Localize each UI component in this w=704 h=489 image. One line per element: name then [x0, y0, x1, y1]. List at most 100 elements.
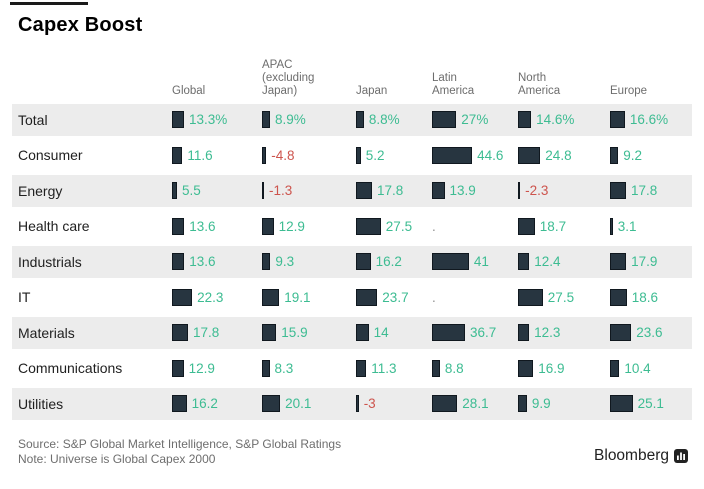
table-row: Total 13.3% 8.9% 8.8% 27% 14.6% 16.6% — [12, 102, 692, 138]
value-text: 14.6% — [536, 112, 575, 128]
value-cell: 9.2 — [610, 138, 642, 174]
value-bar — [262, 253, 271, 271]
value-text: -3 — [363, 396, 376, 412]
value-cell: 16.6% — [610, 102, 668, 138]
value-text: 13.3% — [189, 112, 228, 128]
value-cell: 16.9 — [518, 351, 564, 387]
value-text: . — [432, 289, 436, 305]
value-bar — [356, 111, 364, 129]
value-bar — [356, 217, 381, 235]
value-text: 19.1 — [284, 289, 311, 305]
value-bar — [262, 146, 267, 164]
value-cell: 5.2 — [356, 138, 384, 174]
value-text: 9.3 — [275, 254, 295, 270]
row-label: IT — [18, 289, 31, 306]
column-header: Europe — [610, 85, 648, 97]
value-bar — [432, 146, 473, 164]
value-cell: 27.5 — [356, 209, 412, 245]
value-text: 13.6 — [189, 254, 216, 270]
value-cell: 24.8 — [518, 138, 572, 174]
table-row: Communications 12.9 8.3 11.3 8.8 16.9 10.4 — [12, 351, 692, 387]
value-text: 16.6% — [629, 112, 669, 128]
value-cell: 9.9 — [518, 386, 551, 422]
value-bar — [518, 217, 535, 235]
value-bar — [432, 324, 465, 342]
value-cell: 16.2 — [356, 244, 402, 280]
chart-table: Total 13.3% 8.9% 8.8% 27% 14.6% 16.6% Consumer 1… — [12, 102, 692, 422]
value-cell: 27.5 — [518, 280, 574, 316]
value-text: 18.7 — [539, 218, 567, 234]
value-text: 28.1 — [462, 396, 489, 412]
bloomberg-logo: Bloomberg — [594, 447, 688, 465]
value-bar — [610, 146, 619, 164]
value-cell: 17.8 — [356, 173, 403, 209]
value-bar — [172, 182, 177, 200]
value-bar — [262, 395, 281, 413]
value-text: 12.3 — [534, 325, 561, 341]
value-bar — [356, 359, 367, 377]
value-text: 20.1 — [285, 396, 312, 412]
value-cell: 19.1 — [262, 280, 310, 316]
value-text: 18.6 — [631, 289, 658, 305]
table-row: Consumer 11.6 -4.8 5.2 44.6 24.8 9.2 — [12, 138, 692, 174]
row-label: Industrials — [18, 253, 82, 270]
value-bar — [518, 253, 530, 271]
value-cell: 12.4 — [518, 244, 560, 280]
value-bar — [610, 111, 625, 129]
value-bar — [356, 288, 378, 306]
value-cell: 12.9 — [262, 209, 305, 245]
value-cell: 44.6 — [432, 138, 503, 174]
value-cell: 15.9 — [262, 315, 308, 351]
value-bar — [610, 288, 627, 306]
value-bar — [518, 395, 527, 413]
value-bar — [432, 359, 440, 377]
value-cell: 5.5 — [172, 173, 201, 209]
value-cell: 11.6 — [172, 138, 213, 174]
table-row: Utilities 16.2 20.1 -3 28.1 9.9 25.1 — [12, 386, 692, 422]
value-bar — [262, 182, 264, 200]
value-cell: -3 — [356, 386, 376, 422]
table-row: Materials 17.8 15.9 14 36.7 12.3 23.6 — [12, 315, 692, 351]
value-bar — [610, 324, 632, 342]
value-cell: 10.4 — [610, 351, 651, 387]
row-label: Total — [18, 111, 48, 128]
value-text: -4.8 — [271, 147, 295, 163]
value-cell: 8.8 — [432, 351, 464, 387]
value-bar — [262, 359, 270, 377]
footer: Source: S&P Global Market Intelligence, … — [18, 437, 341, 466]
value-bar — [262, 324, 277, 342]
value-cell: 17.9 — [610, 244, 657, 280]
value-cell: 22.3 — [172, 280, 223, 316]
value-text: 27.5 — [385, 218, 413, 234]
value-text: 8.8% — [368, 112, 400, 128]
column-header: Latin America — [432, 72, 475, 97]
value-text: 36.7 — [470, 325, 497, 341]
value-bar — [432, 253, 469, 271]
value-cell: -4.8 — [262, 138, 295, 174]
value-cell: -1.3 — [262, 173, 292, 209]
column-headers: Global APAC (excluding Japan) Japan Latin A… — [0, 46, 704, 100]
value-cell: 23.7 — [356, 280, 409, 316]
value-cell: 27% — [432, 102, 488, 138]
value-bar — [172, 324, 188, 342]
table-row: Health care 13.6 12.9 27.5. 18.7 3.1 — [12, 209, 692, 245]
value-text: 23.6 — [636, 325, 663, 341]
value-bar — [172, 217, 185, 235]
value-text: 11.3 — [371, 360, 397, 376]
value-bar — [518, 359, 534, 377]
value-text: 23.7 — [382, 289, 409, 305]
value-cell: 28.1 — [432, 386, 489, 422]
value-text: 9.9 — [531, 396, 551, 412]
value-cell: . — [432, 280, 436, 316]
value-cell: 3.1 — [610, 209, 637, 245]
value-cell: -2.3 — [518, 173, 548, 209]
value-text: 12.4 — [534, 254, 561, 270]
value-cell: 16.2 — [172, 386, 218, 422]
value-cell: . — [432, 209, 436, 245]
value-text: 16.9 — [538, 360, 565, 376]
value-bar — [432, 395, 458, 413]
value-cell: 14 — [356, 315, 389, 351]
value-cell: 13.6 — [172, 244, 215, 280]
value-text: 11.6 — [187, 147, 213, 163]
